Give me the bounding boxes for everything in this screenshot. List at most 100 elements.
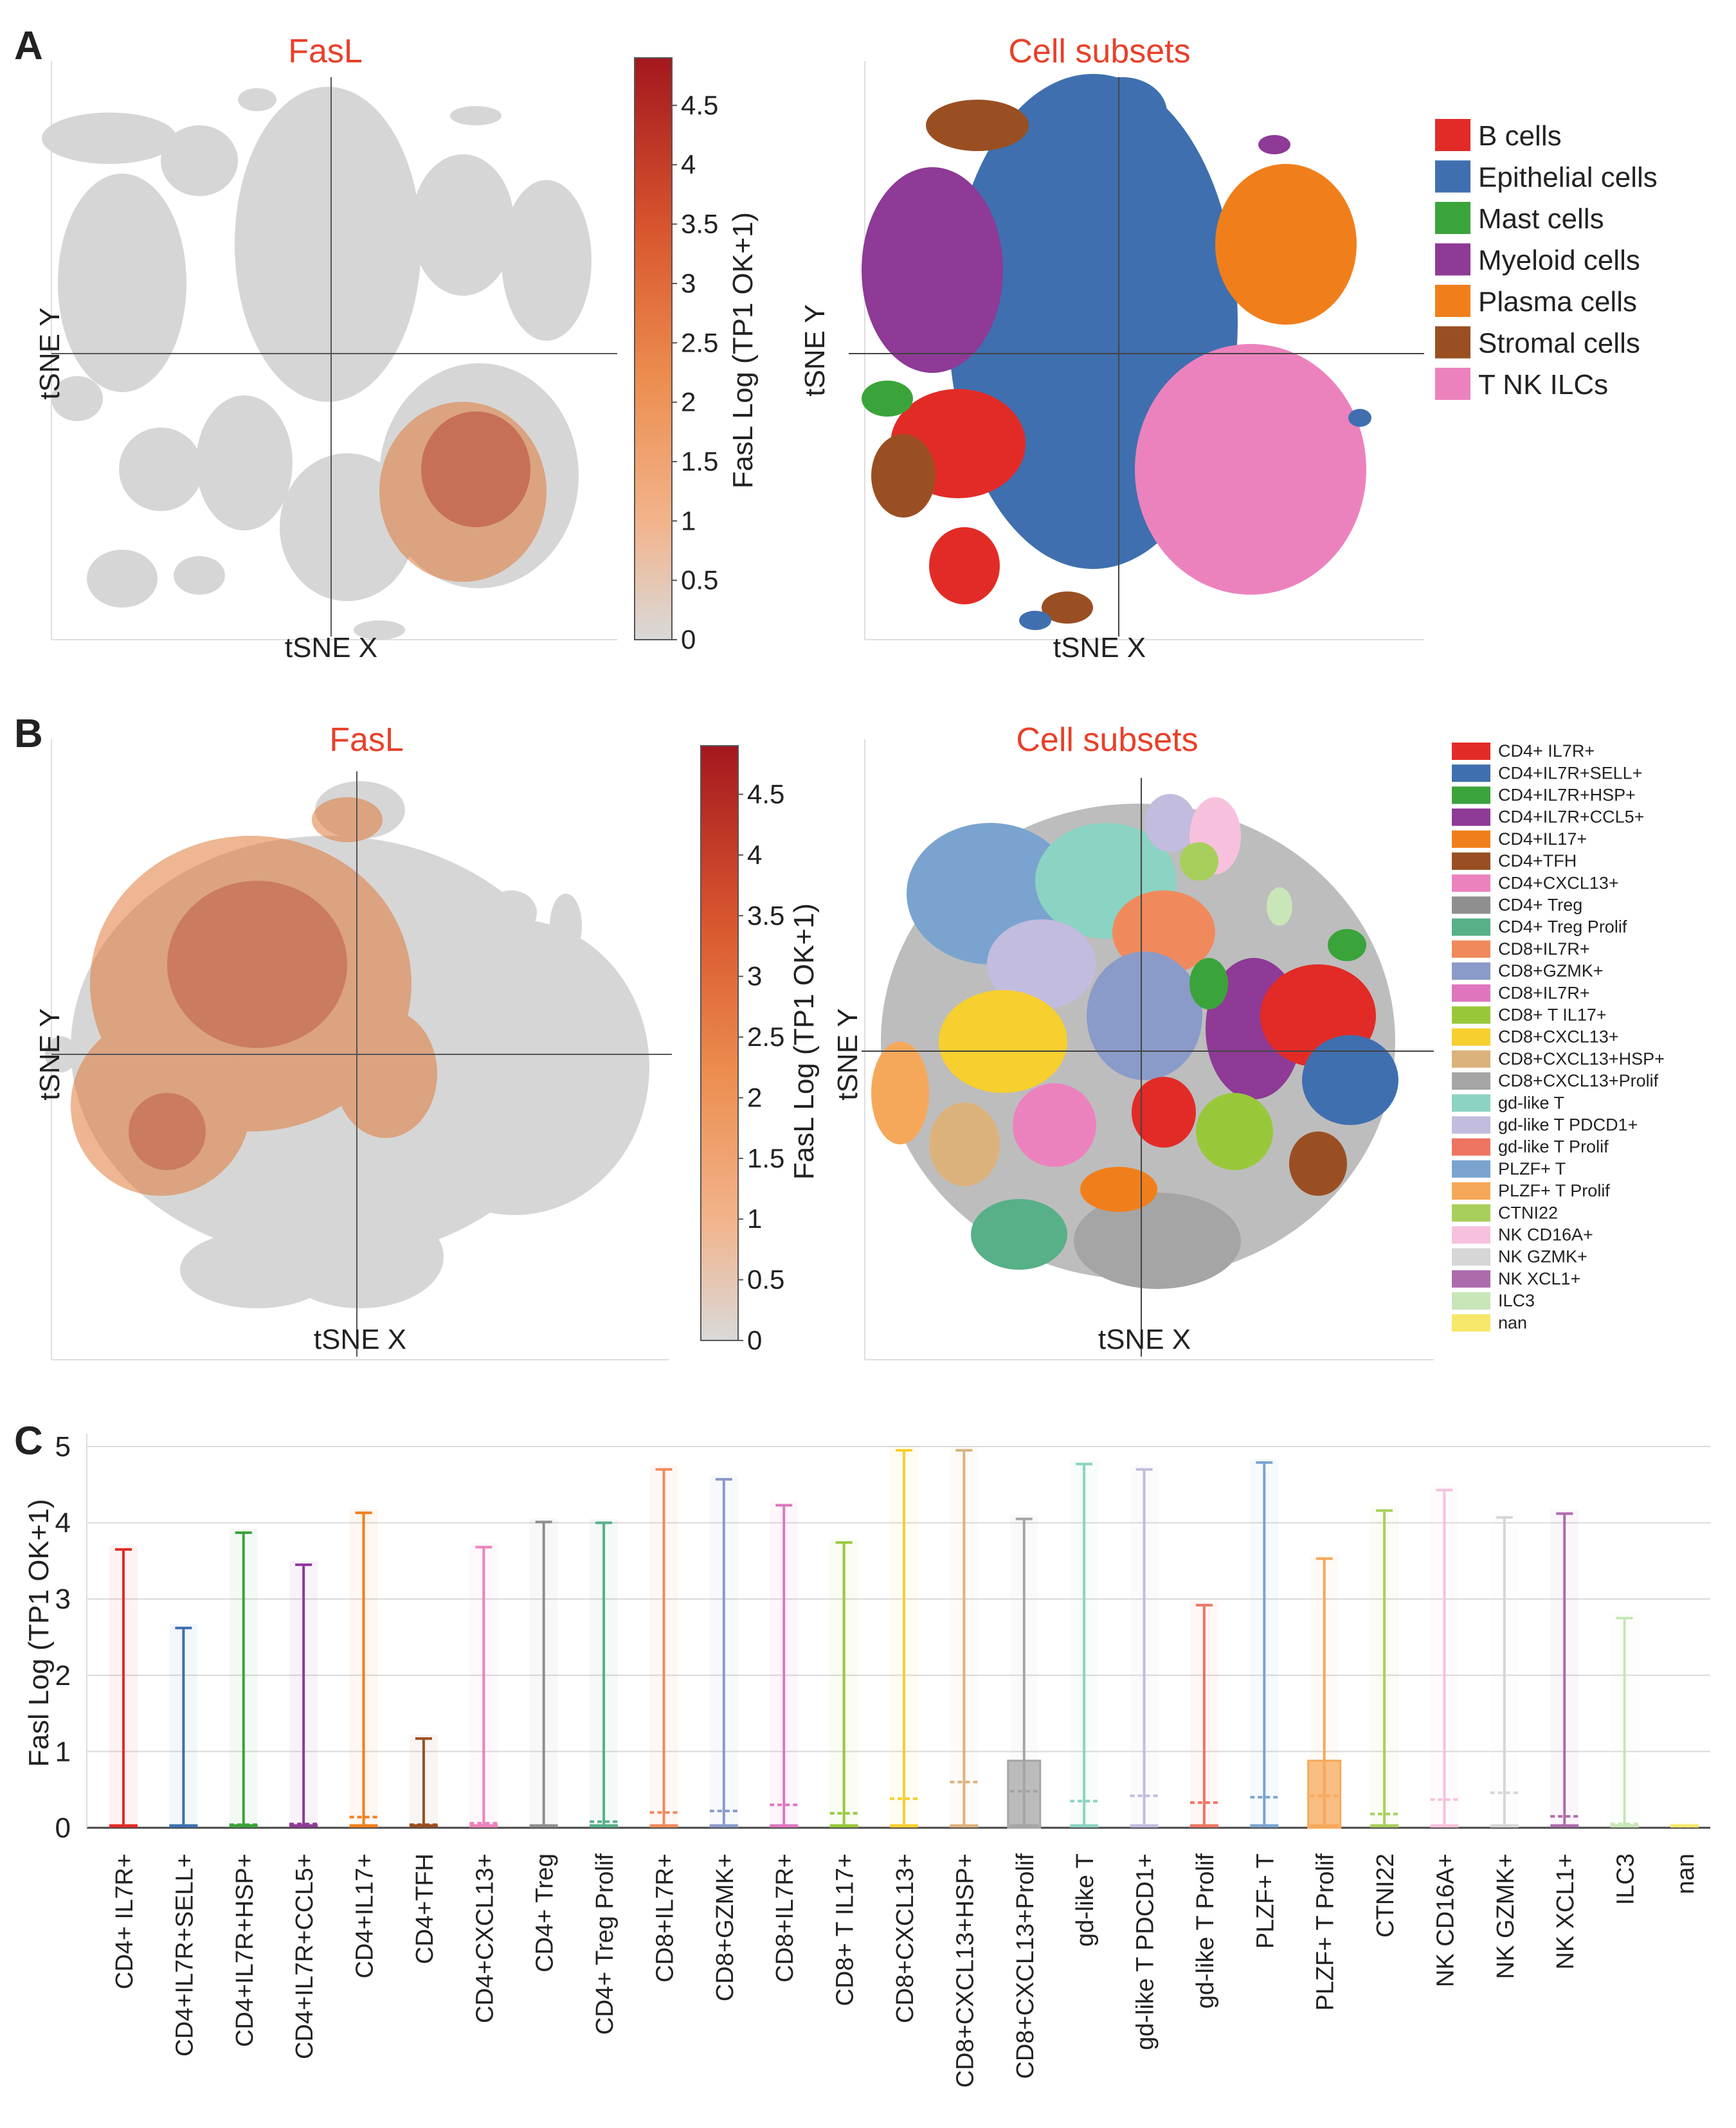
panel-a-legend-swatch: [1435, 119, 1470, 151]
panel-b-legend-label: gd-like T PDCD1+: [1498, 1115, 1638, 1135]
panel-b-legend-swatch: [1452, 830, 1490, 848]
panel-b-colorbar-ticks: 0 0.5 1 1.5 2 2.5 3 3.5 4 4.5: [738, 779, 784, 1355]
panel-b-legend-swatch: [1452, 984, 1490, 1002]
panel-b-colorbar-tick-label: 2.5: [747, 1022, 784, 1052]
panel-a-colorbar-label: FasL Log (TP1 OK+1): [727, 212, 759, 489]
panel-c-ytick-label: 4: [55, 1508, 71, 1539]
panel-c-xtick-label: CD4+IL7R+HSP+: [231, 1853, 258, 2047]
panel-a-colorbar-tick-label: 4.5: [681, 90, 718, 120]
panel-c-xtick-label: CD8+CXCL13+Prolif: [1012, 1853, 1039, 2079]
panel-a-colorbar-tick-label: 0.5: [681, 565, 718, 595]
panel-b-legend-label: NK GZMK+: [1498, 1247, 1587, 1267]
panel-b-fasl-axes: [51, 771, 672, 1357]
panel-a-fasl-hotspot: [379, 402, 547, 582]
panel-a-subsets-title: Cell subsets: [1008, 33, 1190, 70]
panel-c-xtick-label: NK XCL1+: [1552, 1853, 1579, 1970]
panel-a-legend-label: B cells: [1478, 120, 1562, 152]
panel-a-colorbar-gradient: [634, 57, 673, 640]
panel-letter-b: B: [14, 712, 43, 756]
panel-b-legend-label: CD8+IL7R+: [1498, 983, 1590, 1002]
panel-a-subsets-xlabel: tSNE X: [1053, 632, 1146, 663]
panel-b-colorbar-tick-label: 1: [747, 1204, 762, 1234]
panel-b-colorbar-tick-label: 3.5: [747, 900, 784, 930]
panel-c-xtick-label: CD8+IL7R+: [772, 1853, 799, 1983]
panel-b-colorbar-tick-label: 4.5: [747, 779, 784, 809]
panel-b-subsets-xlabel: tSNE X: [1098, 1324, 1191, 1355]
panel-a-colorbar-tick-label: 3.5: [681, 209, 718, 239]
panel-b-legend-swatch: [1452, 808, 1490, 826]
panel-b-legend: CD4+ IL7R+ CD4+IL7R+SELL+ CD4+IL7R+HSP+ CD4…: [1452, 741, 1665, 1332]
panel-b-fasl-title: FasL: [329, 721, 404, 759]
panel-a-legend-label: Stromal cells: [1478, 328, 1640, 359]
panel-c-xtick-label: CD4+ Treg: [532, 1853, 559, 1972]
panel-b-legend-swatch: [1452, 1138, 1490, 1156]
panel-c-xtick-label: gd-like T: [1072, 1853, 1099, 1947]
panel-b-fasl-hotspot: [71, 797, 437, 1196]
panel-a-colorbar-tick-label: 1: [681, 505, 696, 536]
panel-b-legend-label: CD4+ Treg Prolif: [1498, 917, 1627, 937]
panel-c-xtick-label: CD4+TFH: [411, 1853, 439, 1964]
panel-a-legend-label: Plasma cells: [1478, 286, 1637, 318]
panel-b-subsets-axes: [862, 778, 1434, 1357]
panel-b-legend-swatch: [1452, 1314, 1490, 1332]
panel-b-legend-label: CD8+CXCL13+HSP+: [1498, 1049, 1665, 1069]
panel-b-legend-label: CD4+ IL7R+: [1498, 741, 1595, 761]
panel-b-colorbar-gradient: [700, 745, 739, 1341]
panel-b-legend-label: CD8+CXCL13+: [1498, 1027, 1619, 1047]
panel-c-boxplot: 0 1 2 3 4 5 CD4+ IL7R+ CD4+IL7R+SELL+ CD4+IL7R+…: [23, 1431, 1710, 2087]
panel-c-xtick-label: gd-like T PDCD1+: [1132, 1853, 1159, 2050]
panel-b-subsets-ylabel: tSNE Y: [832, 1008, 863, 1100]
panel-b-legend-label: ILC3: [1498, 1291, 1535, 1310]
panel-b-legend-swatch: [1452, 1182, 1490, 1200]
panel-b-legend-swatch: [1452, 1116, 1490, 1134]
panel-c-xtick-label: CD4+CXCL13+: [471, 1853, 498, 2023]
panel-a-legend-swatch: [1435, 243, 1470, 276]
panel-c-xtick-label: CD8+GZMK+: [712, 1853, 739, 2001]
panel-b-legend-swatch: [1452, 940, 1490, 958]
panel-letter-c: C: [14, 1419, 43, 1463]
panel-c-ytick-label: 5: [55, 1431, 71, 1463]
panel-b-colorbar: 0 0.5 1 1.5 2 2.5 3 3.5 4 4.5 FasL Log (TP1 OK+1): [700, 745, 820, 1355]
panel-b-legend-label: CD8+IL7R+: [1498, 939, 1590, 959]
panel-a-subsets-ylabel: tSNE Y: [799, 304, 831, 396]
panel-b-legend-label: CD4+TFH: [1498, 851, 1577, 870]
panel-a-fasl-ylabel: tSNE Y: [34, 307, 66, 399]
panel-a-colorbar-tick-label: 4: [681, 149, 696, 179]
panel-b-legend-label: CD4+CXCL13+: [1498, 873, 1619, 892]
panel-b-legend-swatch: [1452, 1226, 1490, 1244]
panel-a-colorbar-ticks: 0 0.5 1 1.5 2 2.5 3 3.5 4 4.5: [672, 90, 718, 654]
panel-b-colorbar-tick-label: 0.5: [747, 1265, 784, 1295]
panel-c-xtick-label: CD8+IL7R+: [651, 1853, 678, 1983]
panel-b-legend-label: CD8+ T IL17+: [1498, 1005, 1607, 1025]
panel-a-colorbar-tick-label: 1.5: [681, 446, 718, 476]
panel-a-colorbar-tick-label: 2.5: [681, 327, 718, 357]
panel-a-legend-label: Epithelial cells: [1478, 162, 1658, 194]
panel-b-legend-label: CD4+IL7R+SELL+: [1498, 763, 1642, 782]
panel-b-subsets-title: Cell subsets: [1016, 721, 1198, 759]
panel-c-xtick-label: CD8+CXCL13+: [892, 1853, 919, 2023]
panel-b-legend-label: CD8+CXCL13+Prolif: [1498, 1071, 1659, 1090]
panel-b-legend-swatch: [1452, 764, 1490, 782]
panel-b-legend-label: CD4+IL7R+HSP+: [1498, 786, 1636, 805]
panel-a-legend-swatch: [1435, 160, 1470, 193]
panel-b-colorbar-tick-label: 1.5: [747, 1143, 784, 1173]
panel-a-subsets: Cell subsets tSNE X tSNE Y: [799, 33, 1424, 663]
panel-c-xtick-label: NK GZMK+: [1492, 1853, 1519, 1979]
panel-b-legend-label: gd-like T Prolif: [1498, 1137, 1609, 1157]
panel-b-legend-swatch: [1452, 1028, 1490, 1046]
panel-b-legend-swatch: [1452, 1072, 1490, 1090]
panel-b-legend-label: nan: [1498, 1313, 1527, 1332]
panel-a-fasl-title: FasL: [288, 33, 363, 70]
panel-c-xtick-label: CD4+ IL7R+: [111, 1853, 138, 1989]
panel-b-legend-swatch: [1452, 1248, 1490, 1266]
panel-b-legend-label: CD8+GZMK+: [1498, 961, 1604, 980]
panel-a-fasl-axes: [51, 77, 617, 636]
panel-b-legend-swatch: [1452, 874, 1490, 892]
panel-c-xtick-label: nan: [1672, 1853, 1699, 1894]
panel-b-legend-swatch: [1452, 786, 1490, 804]
panel-b-subsets-clusters: [871, 794, 1398, 1289]
panel-c-xtick-label: gd-like T Prolif: [1192, 1853, 1219, 2009]
panel-b-legend-label: NK CD16A+: [1498, 1225, 1593, 1245]
panel-c-box: [1007, 1760, 1042, 1829]
